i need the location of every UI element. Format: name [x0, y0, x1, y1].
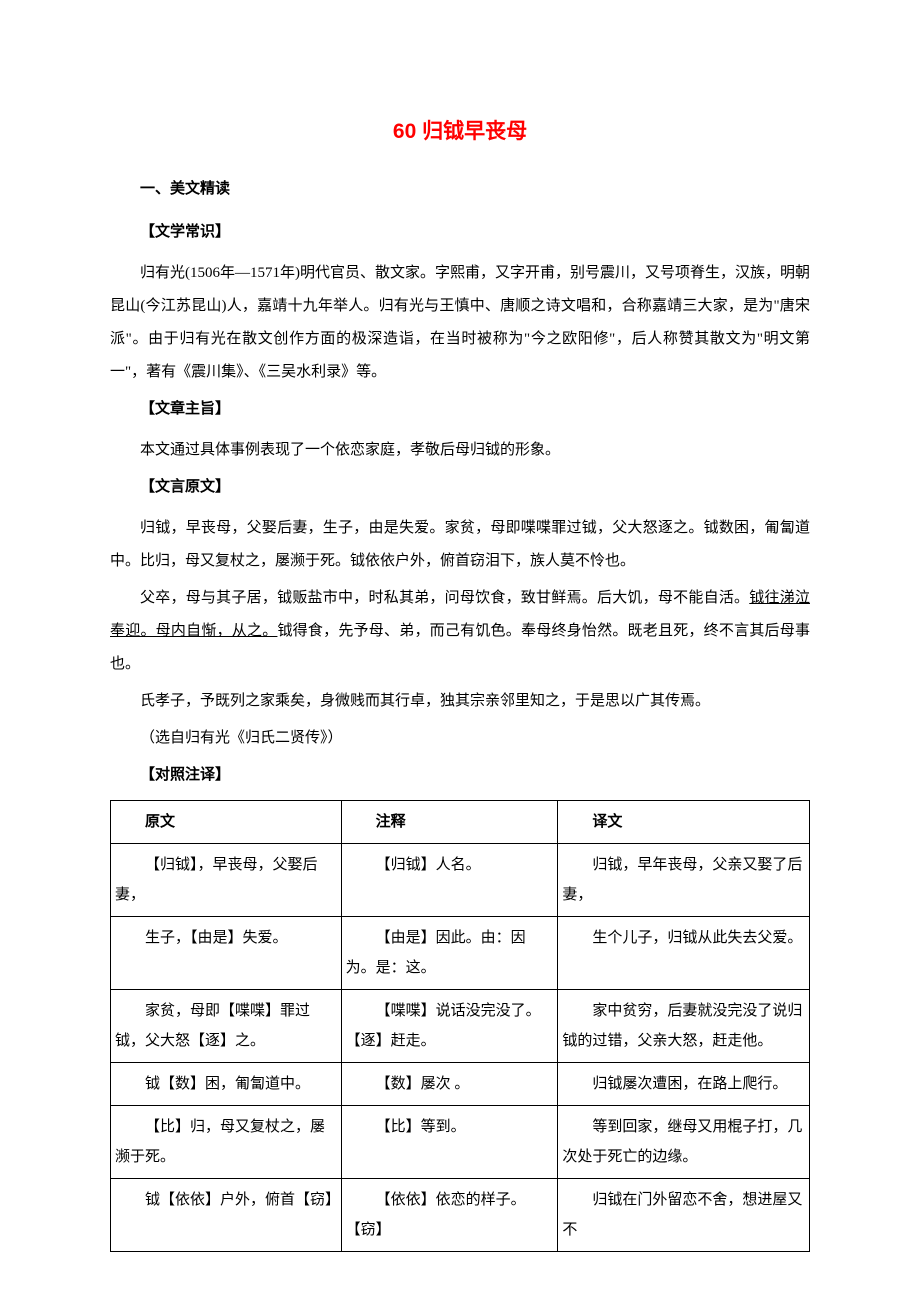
paragraph-original-2: 父卒，母与其子居，钺贩盐市中，时私其弟，问母饮食，致甘鲜焉。后大饥，母不能自活。…: [110, 582, 810, 681]
table-row: 钺【数】困，匍匐道中。 【数】屡次 。 归钺屡次遭困，在路上爬行。: [111, 1063, 810, 1106]
subheading-literary: 【文学常识】: [110, 216, 810, 249]
paragraph-original-4: （选自归有光《归氏二贤传》）: [110, 722, 810, 755]
cell-original: 钺【依依】户外，俯首【窃】: [115, 1185, 337, 1215]
paragraph-original-3: 氏孝子，予既列之家乘矣，身微贱而其行卓，独其宗亲邻里知之，于是思以广其传焉。: [110, 685, 810, 718]
subheading-theme: 【文章主旨】: [110, 393, 810, 426]
table-row: 家贫，母即【喋喋】罪过钺，父大怒【逐】之。 【喋喋】说话没完没了。【逐】赶走。 …: [111, 990, 810, 1063]
cell-original: 【归钺】，早丧母，父娶后妻，: [115, 850, 337, 910]
cell-translation: 归钺在门外留恋不舍，想进屋又不: [562, 1185, 805, 1245]
cell-annotation: 【由是】因此。由：因为。是：这。: [346, 923, 554, 983]
subheading-annotation: 【对照注译】: [110, 759, 810, 792]
table-row: 【比】归，母又复杖之，屡濒于死。 【比】等到。 等到回家，继母又用棍子打，几次处…: [111, 1106, 810, 1179]
cell-original: 钺【数】困，匍匐道中。: [115, 1069, 337, 1099]
cell-annotation: 【喋喋】说话没完没了。【逐】赶走。: [346, 996, 554, 1056]
cell-annotation: 【比】等到。: [346, 1112, 554, 1142]
table-row: 【归钺】，早丧母，父娶后妻， 【归钺】人名。 归钺，早年丧母，父亲又娶了后妻，: [111, 844, 810, 917]
cell-annotation: 【数】屡次 。: [346, 1069, 554, 1099]
cell-original: 生子，【由是】失爱。: [115, 923, 337, 953]
table-header-annotation: 注释: [341, 801, 558, 844]
table-header-row: 原文 注释 译文: [111, 801, 810, 844]
table-row: 钺【依依】户外，俯首【窃】 【依依】依恋的样子。【窃】 归钺在门外留恋不舍，想进…: [111, 1179, 810, 1252]
cell-translation: 归钺，早年丧母，父亲又娶了后妻，: [562, 850, 805, 910]
annotation-table: 原文 注释 译文 【归钺】，早丧母，父娶后妻， 【归钺】人名。 归钺，早年丧母，…: [110, 800, 810, 1252]
table-row: 生子，【由是】失爱。 【由是】因此。由：因为。是：这。 生个儿子，归钺从此失去父…: [111, 917, 810, 990]
cell-translation: 家中贫穷，后妻就没完没了说归钺的过错，父亲大怒，赶走他。: [562, 996, 805, 1056]
cell-translation: 生个儿子，归钺从此失去父爱。: [562, 923, 805, 953]
cell-annotation: 【依依】依恋的样子。【窃】: [346, 1185, 554, 1245]
text-pre-underline: 父卒，母与其子居，钺贩盐市中，时私其弟，问母饮食，致甘鲜焉。后大饥，母不能自活。: [140, 590, 749, 606]
section-heading-main: 一、美文精读: [110, 173, 810, 206]
cell-translation: 归钺屡次遭困，在路上爬行。: [562, 1069, 805, 1099]
table-header-original: 原文: [111, 801, 342, 844]
paragraph-original-1: 归钺，早丧母，父娶后妻，生子，由是失爱。家贫，母即喋喋罪过钺，父大怒逐之。钺数困…: [110, 512, 810, 578]
paragraph-literary: 归有光(1506年—1571年)明代官员、散文家。字熙甫，又字开甫，别号震川，又…: [110, 257, 810, 389]
cell-annotation: 【归钺】人名。: [346, 850, 554, 880]
cell-translation: 等到回家，继母又用棍子打，几次处于死亡的边缘。: [562, 1112, 805, 1172]
subheading-original: 【文言原文】: [110, 471, 810, 504]
paragraph-theme: 本文通过具体事例表现了一个依恋家庭，孝敬后母归钺的形象。: [110, 434, 810, 467]
document-title: 60 归钺早丧母: [110, 115, 810, 145]
cell-original: 家贫，母即【喋喋】罪过钺，父大怒【逐】之。: [115, 996, 337, 1056]
table-header-translation: 译文: [558, 801, 810, 844]
cell-original: 【比】归，母又复杖之，屡濒于死。: [115, 1112, 337, 1172]
